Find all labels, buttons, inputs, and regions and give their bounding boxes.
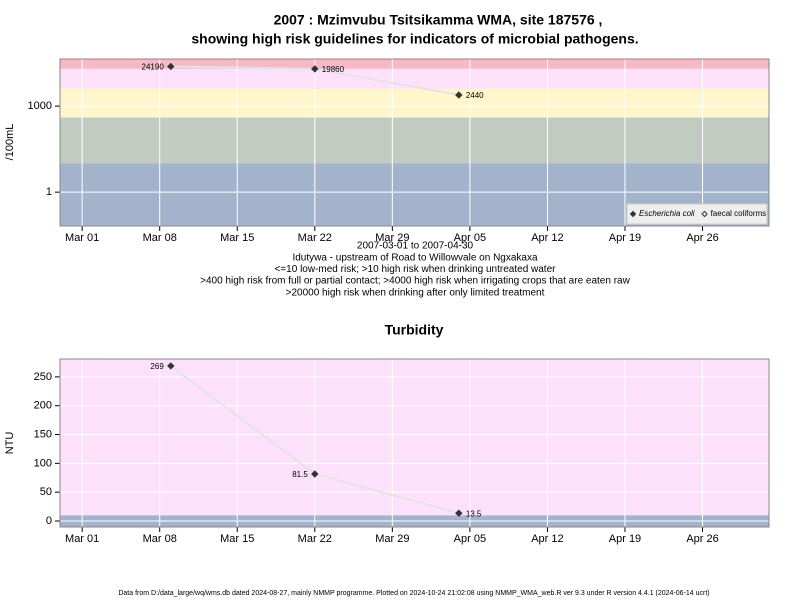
risk-band	[60, 117, 769, 164]
caption-line: >20000 high risk when drinking after onl…	[286, 287, 545, 298]
x-tick-label: Apr 26	[686, 533, 718, 545]
x-tick-label: Mar 15	[220, 533, 254, 545]
y-tick-label: 250	[34, 371, 52, 383]
x-tick-label: Apr 12	[531, 533, 563, 545]
x-tick-label: Apr 12	[531, 232, 563, 244]
y-tick-label: 200	[34, 400, 52, 412]
x-tick-label: Apr 05	[454, 533, 486, 545]
legend-marker	[701, 210, 708, 218]
chart-title: Turbidity	[385, 322, 444, 338]
x-tick-label: Mar 08	[143, 533, 177, 545]
x-tick-label: Mar 01	[65, 533, 99, 545]
value-label: 81.5	[292, 470, 308, 479]
risk-band	[60, 359, 769, 516]
y-axis-label: NTU	[4, 432, 16, 455]
risk-band	[60, 59, 769, 69]
y-axis-label: /100mL	[4, 124, 16, 161]
data-point	[167, 362, 175, 370]
data-point	[455, 91, 463, 99]
legend-label: Escherichia coli	[639, 209, 695, 218]
x-tick-label: Mar 22	[298, 232, 332, 244]
y-tick-label: 1	[46, 186, 52, 198]
data-point	[455, 509, 463, 517]
plot-frame	[59, 358, 770, 528]
data-point	[167, 62, 175, 71]
x-tick-label: Apr 26	[686, 232, 718, 244]
value-label: 24190	[142, 63, 165, 72]
x-tick-label: Mar 08	[143, 232, 177, 244]
caption-line: 2007-03-01 to 2007-04-30	[357, 241, 474, 252]
value-label: 13.5	[466, 509, 482, 518]
legend-label: faecal coliforms	[711, 209, 767, 218]
y-tick-label: 50	[40, 486, 52, 498]
caption-line: Idutywa - upstream of Road to Willowvale…	[292, 252, 538, 263]
x-tick-label: Mar 01	[65, 232, 99, 244]
y-tick-label: 0	[46, 515, 52, 527]
x-tick-label: Apr 05	[454, 232, 486, 244]
y-tick-label: 100	[34, 457, 52, 469]
chart-title: 2007 : Mzimvubu Tsitsikamma WMA, site 18…	[274, 12, 603, 28]
risk-band	[60, 68, 769, 89]
caption-line: >400 high risk from full or partial cont…	[200, 276, 630, 287]
value-label: 19860	[322, 65, 345, 74]
x-tick-label: Apr 19	[609, 533, 641, 545]
legend-marker	[629, 210, 637, 218]
x-tick-label: Apr 19	[609, 232, 641, 244]
chart-subtitle: showing high risk guidelines for indicat…	[191, 31, 638, 47]
value-label: 2440	[466, 91, 484, 100]
y-tick-label: 150	[34, 428, 52, 440]
value-label: 269	[150, 362, 164, 371]
legend-box	[626, 203, 768, 225]
data-point	[311, 470, 319, 478]
caption-line: <=10 low-med risk; >10 high risk when dr…	[275, 264, 557, 275]
x-tick-label: Mar 15	[220, 232, 254, 244]
footer: Data from D:/data_large/wq/wms.db dated …	[118, 590, 709, 597]
plot-frame	[59, 58, 770, 227]
risk-band	[60, 88, 769, 118]
data-point	[311, 65, 319, 73]
x-tick-label: Mar 22	[298, 533, 332, 545]
y-tick-label: 1000	[28, 100, 52, 112]
x-tick-label: Mar 29	[375, 533, 409, 545]
x-tick-label: Mar 29	[375, 232, 409, 244]
